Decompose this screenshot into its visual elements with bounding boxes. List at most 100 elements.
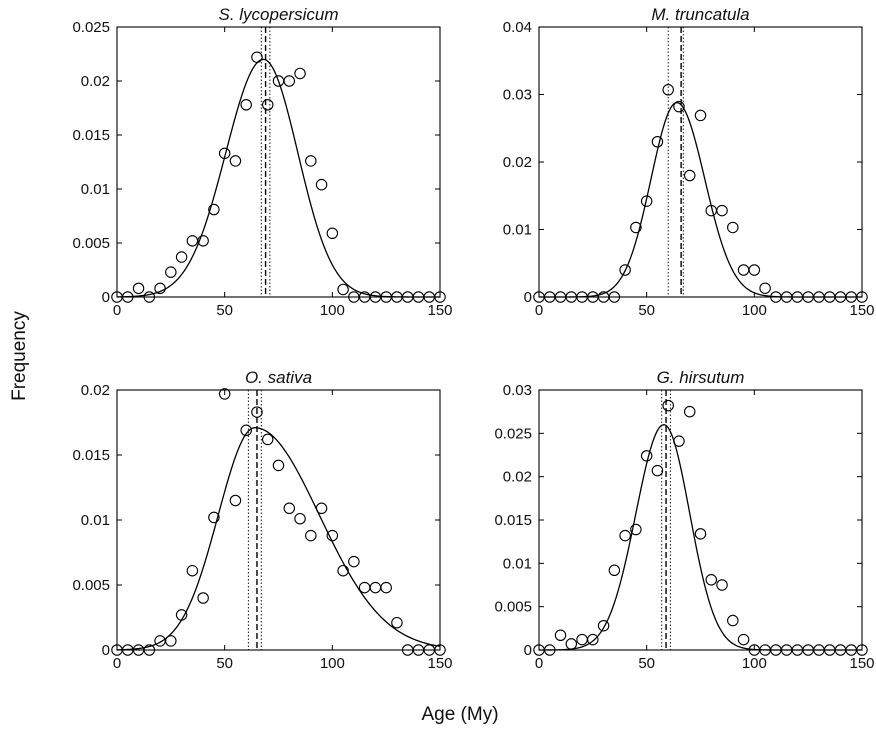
data-point [727,614,739,627]
x-tick-label: 0 [113,302,121,319]
y-tick-label: 0.01 [503,222,532,239]
data-point [759,282,771,294]
data-point [251,406,263,418]
x-tick-label: 100 [320,655,345,672]
x-tick-label: 100 [742,655,767,672]
data-point [565,638,578,650]
fitted-distribution-curve [116,58,440,298]
data-point [261,99,274,111]
data-point [619,264,631,276]
data-point [165,266,177,278]
x-tick-label: 0 [535,302,543,319]
y-tick-label: 0.015 [72,447,110,464]
data-point [337,564,349,577]
y-tick-label: 0.03 [503,87,532,104]
data-point [348,555,360,568]
data-point [683,405,696,418]
y-tick-label: 0 [524,289,532,306]
y-tick-label: 0.015 [72,127,110,144]
data-point [856,291,868,303]
data-point [737,633,750,646]
data-point [640,450,653,462]
data-point [391,616,403,629]
data-point [240,424,252,437]
data-point [261,433,274,446]
y-tick-label: 0.02 [503,154,532,171]
data-point [608,564,621,577]
data-point [251,51,263,63]
y-tick-label: 0.005 [72,577,110,594]
y-tick-label: 0.03 [503,382,532,399]
data-point [630,221,642,234]
data-point [380,581,392,594]
data-point [651,464,664,477]
x-tick-label: 150 [849,302,874,319]
y-tick-label: 0 [102,289,110,306]
data-point [175,251,188,263]
data-point [165,635,177,647]
data-point [143,644,156,656]
data-point [737,264,750,276]
data-point [175,609,188,621]
y-tick-label: 0.015 [494,512,532,529]
data-point [186,564,199,577]
y-tick-label: 0.02 [81,382,110,399]
x-tick-label: 50 [638,302,655,319]
data-point [434,291,446,303]
data-point [229,494,242,507]
data-point [229,155,242,167]
data-point [305,155,317,167]
chart-title: S. lycopersicum [219,5,339,24]
y-tick-label: 0.005 [72,235,110,252]
data-point [554,629,567,642]
x-tick-label: 100 [742,302,767,319]
data-point [727,221,739,234]
data-point [597,619,610,632]
data-point [315,178,328,191]
chart-title: G. hirsutum [657,368,745,387]
y-tick-label: 0.01 [81,181,110,198]
data-point [122,291,134,303]
data-point [651,136,664,148]
fitted-distribution-curve [539,424,862,651]
plot-area-frame [116,389,441,651]
y-tick-label: 0.025 [494,425,532,442]
data-point [608,291,621,303]
x-tick-label: 150 [427,655,452,672]
y-tick-label: 0.025 [72,19,110,36]
y-tick-label: 0.005 [494,599,532,616]
chart-panel-3: O. sativa 0 50 100 150 0 0.005 0.01 0.015 0.02 [72,368,452,672]
data-point [705,574,718,586]
data-point [662,84,674,96]
data-point [694,528,707,540]
data-point [208,203,220,216]
data-point [186,235,199,247]
y-tick-label: 0.01 [503,555,532,572]
data-point [716,579,728,591]
data-point [640,195,653,207]
y-tick-label: 0 [102,642,110,659]
data-point [283,502,296,515]
x-axis-label: Age (My) [421,704,499,725]
chart-panel-1: S. lycopersicum 0 50 100 150 0 0.005 0.01 0.015 0… [72,5,452,319]
data-point [748,264,761,276]
data-point [434,644,446,656]
data-point [544,644,556,656]
data-point [673,435,685,447]
data-point [576,633,588,646]
data-point [197,235,209,247]
data-point [132,282,145,295]
plot-area-frame [116,26,441,298]
x-tick-label: 0 [113,655,121,672]
fitted-distribution-curve [539,101,862,298]
data-point [683,169,696,182]
data-point [326,529,339,542]
data-point [283,75,296,87]
data-point [305,529,317,542]
y-tick-label: 0.02 [503,469,532,486]
data-point [326,227,339,240]
y-tick-label: 0.01 [81,512,110,529]
data-point [218,388,231,400]
data-point [369,581,382,594]
data-point [143,291,156,303]
